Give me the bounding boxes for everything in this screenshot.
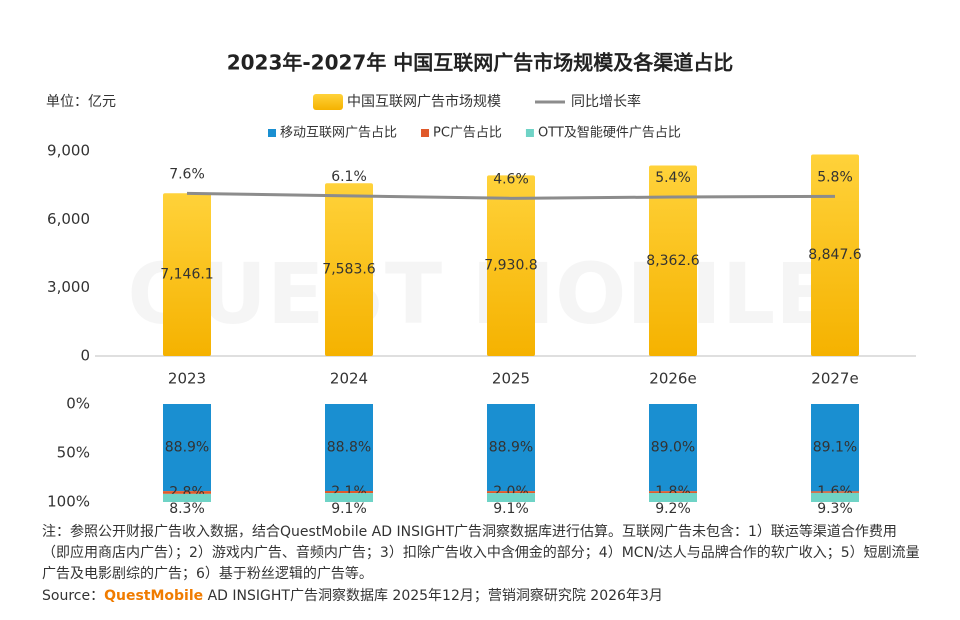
line-value-label: 4.6% [493, 171, 529, 187]
stack-segment [163, 493, 211, 502]
stack-segment [649, 404, 697, 492]
y-tick-label: 0 [80, 347, 90, 365]
stack-segment [811, 404, 859, 492]
bar-value-label: 8,362.6 [646, 253, 700, 269]
legend-label: 同比增长率 [571, 93, 641, 110]
segment-value-label: 89.1% [813, 440, 857, 456]
legend-label: 移动互联网广告占比 [280, 126, 397, 141]
y-tick-label: 6,000 [47, 210, 90, 228]
bar [487, 175, 535, 356]
segment-value-label: 9.3% [817, 501, 853, 517]
source-label: Source： [42, 588, 105, 604]
stack-segment [325, 491, 373, 494]
x-tick-label: 2025 [492, 370, 530, 388]
legend-swatch [268, 129, 276, 137]
unit-label: 单位：亿元 [46, 94, 116, 110]
stack-segment [811, 491, 859, 493]
bar [163, 193, 211, 356]
bar-value-label: 7,583.6 [322, 262, 376, 278]
source: Source：QuestMobile AD INSIGHT广告洞察数据库 202… [42, 585, 663, 605]
stack-segment [487, 404, 535, 492]
x-tick-label: 2023 [168, 370, 206, 388]
y-tick-label: 9,000 [47, 142, 90, 160]
segment-value-label: 88.9% [165, 440, 209, 456]
legend-label: OTT及智能硬件广告占比 [538, 126, 681, 141]
legend-label: PC广告占比 [433, 126, 502, 141]
legend-swatch [525, 129, 534, 137]
segment-value-label: 89.0% [651, 440, 695, 456]
segment-value-label: 88.8% [327, 440, 371, 456]
chart-title: 2023年-2027年 中国互联网广告市场规模及各渠道占比 [227, 51, 734, 75]
line-value-label: 5.8% [817, 169, 853, 185]
line-value-label: 5.4% [655, 170, 691, 186]
stack-segment [487, 493, 535, 502]
bar-value-label: 7,930.8 [484, 258, 537, 274]
legend-swatch [313, 94, 343, 110]
x-tick-label: 2026e [649, 370, 696, 388]
stack-segment [163, 404, 211, 492]
stack-segment [649, 491, 697, 493]
segment-value-label: 8.3% [169, 501, 205, 517]
growth-line [186, 191, 836, 200]
legend-label: 中国互联网广告市场规模 [347, 93, 501, 110]
stack-segment [487, 491, 535, 494]
segment-value-label: 9.2% [655, 501, 691, 517]
line-value-label: 6.1% [331, 169, 367, 185]
source-brand: QuestMobile [104, 588, 204, 604]
y-tick-label: 50% [57, 444, 90, 462]
bar-value-label: 7,146.1 [160, 267, 213, 283]
x-tick-label: 2027e [811, 370, 858, 388]
legend-swatch [421, 129, 430, 137]
note: 注：参照公开财报广告收入数据，结合QuestMobile AD INSIGHT广… [42, 524, 920, 582]
source-text: AD INSIGHT广告洞察数据库 2025年12月；营销洞察研究院 2026年… [203, 588, 663, 604]
bar [325, 183, 373, 356]
y-tick-label: 0% [66, 395, 90, 413]
bar [649, 165, 697, 356]
bar-value-label: 8,847.6 [808, 247, 862, 263]
y-tick-label: 100% [47, 493, 90, 511]
stack-segment [325, 404, 373, 492]
segment-value-label: 9.1% [331, 501, 367, 517]
x-tick-label: 2024 [330, 370, 368, 388]
line-value-label: 7.6% [169, 166, 205, 182]
watermark: QUEST MOBILE [127, 245, 832, 343]
segment-value-label: 88.9% [489, 440, 533, 456]
y-tick-label: 3,000 [47, 278, 90, 296]
segment-value-label: 9.1% [493, 501, 529, 517]
bar [811, 154, 859, 356]
stack-segment [325, 493, 373, 502]
stack-segment [811, 492, 859, 502]
stack-segment [649, 492, 697, 502]
stack-segment [163, 491, 211, 494]
